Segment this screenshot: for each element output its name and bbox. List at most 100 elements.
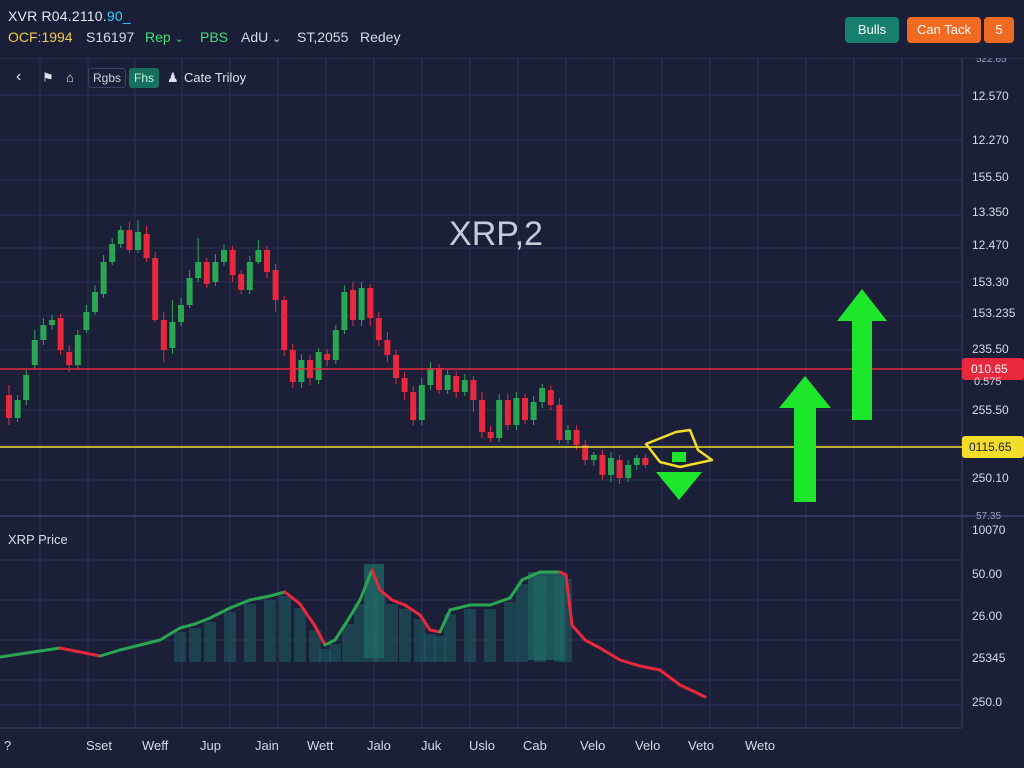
time-axis-label: Velo	[580, 738, 605, 753]
price-axis-label: 12.570	[972, 89, 1009, 103]
volume-bar	[279, 596, 291, 662]
bulls-button[interactable]: Bulls	[845, 17, 899, 43]
candle	[14, 400, 21, 418]
sub-line-segment	[0, 652, 22, 659]
candle	[195, 262, 202, 278]
price-axis-label: 12.270	[972, 133, 1009, 147]
candle	[642, 458, 649, 465]
candle	[410, 392, 417, 420]
volume-bar	[204, 622, 216, 662]
candle	[143, 234, 150, 258]
candle	[427, 368, 434, 385]
ticker-item-st[interactable]: ST,2055	[297, 29, 349, 45]
candle	[255, 250, 262, 262]
sub-line-segment	[488, 596, 512, 607]
price-axis-label: 235.50	[972, 342, 1009, 356]
back-icon[interactable]: ‹	[16, 68, 22, 85]
candle	[229, 250, 236, 275]
extra-button[interactable]: 5	[984, 17, 1014, 43]
candle	[375, 318, 382, 340]
candle	[350, 290, 356, 320]
candle	[281, 300, 288, 350]
sub-line-segment	[370, 568, 382, 592]
time-axis-label: Juk	[421, 738, 442, 753]
sub-line-segment	[583, 638, 602, 650]
candle	[384, 340, 391, 355]
volume-bar	[504, 602, 516, 662]
sub-line-segment	[298, 602, 317, 628]
sub-line-segment	[428, 628, 442, 634]
sub-line-segment	[118, 643, 142, 652]
flag-icon[interactable]: ⚑	[42, 70, 54, 85]
candle	[496, 400, 503, 438]
sub-line-segment	[658, 668, 682, 687]
volume-bar	[399, 609, 411, 662]
time-axis-label: Jalo	[367, 738, 391, 753]
candle	[74, 335, 81, 365]
candle	[160, 320, 167, 350]
volume-bar	[342, 624, 354, 662]
candle	[212, 262, 219, 282]
candle	[358, 288, 365, 320]
candle	[272, 270, 279, 300]
candle	[152, 258, 159, 320]
time-axis-label: Cab	[523, 738, 547, 753]
price-axis-label: 155.50	[972, 170, 1009, 184]
ticker-item-pbs[interactable]: PBS	[200, 29, 229, 45]
candle	[66, 352, 73, 365]
candle	[401, 378, 408, 392]
candle	[341, 292, 348, 330]
sub-line-segment	[58, 646, 82, 654]
sub-line-segment	[323, 638, 337, 647]
candle	[625, 465, 632, 478]
volume-bar	[386, 604, 398, 662]
candle	[83, 312, 90, 330]
candle	[470, 380, 477, 400]
can-tack-button[interactable]: Can Tack	[907, 17, 981, 43]
time-axis-label: Veto	[688, 738, 714, 753]
candle	[57, 318, 64, 350]
volume-bar	[319, 649, 331, 662]
candle	[504, 400, 511, 425]
time-axis-label: Velo	[635, 738, 660, 753]
sub-line-segment	[564, 573, 574, 627]
candle	[315, 352, 322, 380]
ticker-item-ready[interactable]: Redey	[360, 29, 401, 45]
time-axis-label: Sset	[86, 738, 112, 753]
candle	[238, 274, 245, 290]
rgbs-chip[interactable]: Rgbs	[88, 68, 127, 88]
price-axis-label: 12.470	[972, 238, 1009, 252]
candle	[264, 250, 270, 272]
home-icon[interactable]: ⌂	[66, 70, 74, 85]
ticker-item-ocf[interactable]: OCF:1994	[8, 29, 73, 45]
sub-line-segment	[678, 683, 697, 694]
ticker-item-price[interactable]: S16197	[86, 29, 135, 45]
sub-line-segment	[598, 646, 622, 662]
candle	[135, 232, 141, 250]
resistance-sub-label: 0.575	[974, 376, 1002, 388]
candle	[418, 385, 425, 420]
sub-line-segment	[208, 606, 232, 620]
candle	[530, 402, 537, 420]
candle	[539, 388, 546, 402]
time-axis-label: ?	[4, 738, 11, 753]
fhs-chip[interactable]: Fhs	[129, 68, 160, 88]
sub-line-segment	[313, 624, 327, 647]
arrow-down-icon	[656, 472, 702, 500]
candle	[178, 305, 184, 322]
price-axis-label: 13.350	[972, 205, 1009, 219]
user-icon[interactable]: ♟	[167, 70, 179, 85]
axis-top-clip: 522.65	[976, 54, 1007, 65]
ticker-item-adu[interactable]: AdU ⌄	[241, 29, 281, 45]
time-axis-label: Wett	[307, 738, 334, 753]
candle	[590, 455, 597, 460]
ticker-item-rep[interactable]: Rep ⌄	[145, 29, 184, 45]
candle	[565, 430, 571, 440]
candle	[436, 368, 442, 390]
candle	[23, 375, 30, 400]
sub-line-segment	[158, 626, 182, 642]
sub-line-segment	[378, 588, 394, 602]
candle	[31, 340, 38, 365]
sub-line-segment	[228, 598, 252, 610]
